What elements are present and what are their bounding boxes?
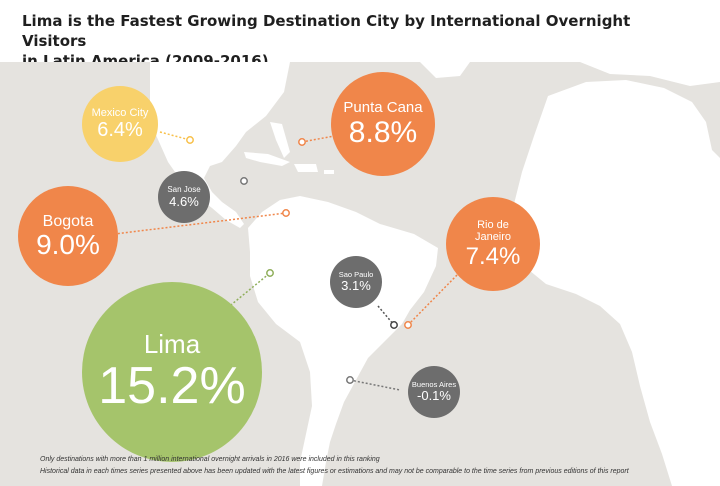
marker-rio — [404, 321, 412, 329]
cuba-land — [244, 152, 290, 166]
europe-land — [580, 62, 720, 86]
hispaniola-land — [294, 164, 318, 172]
florida-land — [270, 122, 290, 158]
puerto-rico-land — [324, 170, 334, 174]
city-name: Rio de Janeiro — [474, 219, 512, 244]
footnotes: Only destinations with more than 1 milli… — [40, 454, 710, 478]
bubble-sao-paulo: Sao Paulo 3.1% — [330, 256, 382, 308]
city-name: Lima — [143, 329, 201, 360]
leader-buenos — [349, 379, 401, 391]
city-name: San Jose — [167, 184, 201, 194]
leader-bogota — [97, 212, 287, 237]
africa-land — [510, 80, 720, 486]
world-map — [97, 62, 720, 486]
city-name: Sao Paulo — [338, 270, 374, 280]
greenland-land — [420, 62, 470, 78]
bubble-bogota: Bogota 9.0% — [18, 186, 118, 286]
city-value: 3.1% — [341, 278, 371, 294]
bubble-punta-cana: Punta Cana 8.8% — [331, 72, 435, 176]
marker-sanjose — [240, 177, 248, 185]
bubble-buenos-aires: Buenos Aires -0.1% — [408, 366, 460, 418]
city-name: Buenos Aires — [411, 380, 457, 390]
marker-saopaulo — [390, 321, 398, 329]
marker-lima — [266, 269, 274, 277]
city-value: 9.0% — [36, 229, 100, 261]
city-value: 7.4% — [465, 242, 521, 270]
bubble-lima: Lima 15.2% — [82, 282, 262, 462]
marker-punta — [298, 138, 306, 146]
city-value: 4.6% — [169, 193, 199, 209]
city-name: Punta Cana — [343, 99, 423, 116]
leader-saopaulo — [377, 305, 395, 326]
north-america-land — [150, 62, 290, 228]
city-value: 15.2% — [98, 357, 246, 415]
footnote-2: Historical data in each times series pre… — [40, 468, 629, 475]
city-value: 6.4% — [97, 118, 143, 141]
bubble-rio-de-janeiro: Rio de Janeiro 7.4% — [446, 197, 540, 291]
bubble-mexico-city: Mexico City 6.4% — [82, 86, 158, 162]
marker-buenos — [346, 376, 354, 384]
marker-bogota — [282, 209, 290, 217]
marker-mexico — [186, 136, 194, 144]
leader-mexico — [159, 131, 191, 141]
bubble-san-jose: San Jose 4.6% — [158, 171, 210, 223]
south-america-land — [248, 196, 438, 486]
footnote-1: Only destinations with more than 1 milli… — [40, 456, 380, 463]
leader-punta — [301, 135, 335, 143]
city-name: Mexico City — [91, 107, 149, 120]
city-value: -0.1% — [417, 388, 451, 404]
leader-rio — [407, 271, 461, 326]
city-value: 8.8% — [348, 115, 418, 149]
city-name: Bogota — [42, 212, 94, 230]
title-line-1: Lima is the Fastest Growing Destination … — [22, 12, 631, 50]
